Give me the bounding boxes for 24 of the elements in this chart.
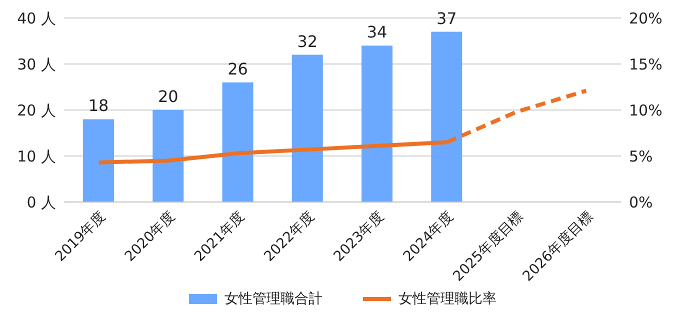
y2-tick-label: 5% xyxy=(629,147,653,166)
y2-tick-label: 10% xyxy=(629,101,662,120)
bar xyxy=(83,119,114,202)
y2-tick-label: 0% xyxy=(629,193,653,212)
data-label: 34 xyxy=(366,22,388,42)
bar xyxy=(152,110,184,202)
bar xyxy=(292,54,323,202)
y2-tick-label: 20% xyxy=(629,9,662,28)
y-tick-label: 30 人 xyxy=(17,55,56,74)
legend-label: 女性管理職比率 xyxy=(398,290,496,308)
bar xyxy=(431,32,462,202)
bar xyxy=(222,82,254,202)
y-tick-label: 40 人 xyxy=(17,9,56,28)
legend-label: 女性管理職合計 xyxy=(224,290,322,308)
y-tick-label: 0 人 xyxy=(26,193,56,212)
data-label: 18 xyxy=(88,96,109,116)
data-label: 20 xyxy=(158,87,178,106)
data-label: 37 xyxy=(436,8,457,28)
y-tick-label: 20 人 xyxy=(17,101,56,120)
bar xyxy=(362,46,392,202)
y-tick-label: 10 人 xyxy=(17,147,56,166)
y2-tick-label: 15% xyxy=(629,55,662,74)
data-label: 32 xyxy=(297,32,318,51)
data-label: 26 xyxy=(228,59,248,78)
